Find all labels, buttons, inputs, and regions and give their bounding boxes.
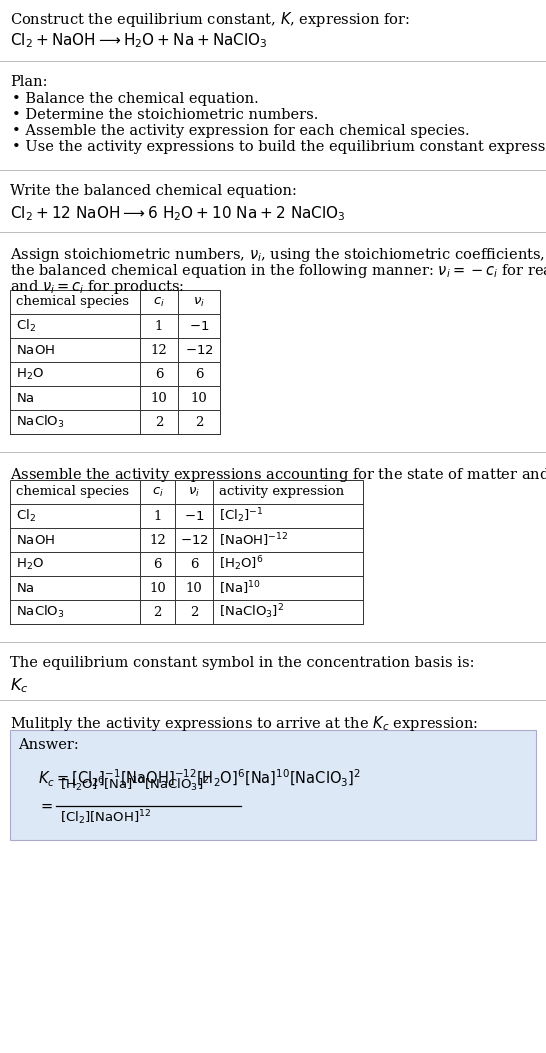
- Bar: [10, 290, 220, 434]
- Text: 10: 10: [191, 392, 207, 404]
- Text: $\nu_i$: $\nu_i$: [193, 296, 205, 309]
- Text: 1: 1: [153, 510, 162, 522]
- Text: 10: 10: [186, 581, 203, 595]
- Text: Mulitply the activity expressions to arrive at the $K_c$ expression:: Mulitply the activity expressions to arr…: [10, 714, 478, 733]
- Text: 2: 2: [195, 416, 203, 429]
- Text: • Use the activity expressions to build the equilibrium constant expression.: • Use the activity expressions to build …: [12, 140, 546, 154]
- Text: $[\mathrm{NaOH}]^{-12}$: $[\mathrm{NaOH}]^{-12}$: [219, 531, 288, 549]
- Text: $[\mathrm{H_2O}]^6 [\mathrm{Na}]^{10} [\mathrm{NaClO_3}]^2$: $[\mathrm{H_2O}]^6 [\mathrm{Na}]^{10} [\…: [60, 775, 209, 794]
- Text: $\mathrm{NaClO_3}$: $\mathrm{NaClO_3}$: [16, 604, 64, 620]
- Text: Assemble the activity expressions accounting for the state of matter and $\nu_i$: Assemble the activity expressions accoun…: [10, 466, 546, 484]
- Text: $\mathrm{Cl_2}$: $\mathrm{Cl_2}$: [16, 508, 36, 524]
- Text: 6: 6: [155, 367, 163, 380]
- Text: $-1$: $-1$: [184, 510, 204, 522]
- Text: 6: 6: [190, 557, 198, 571]
- Text: $\mathrm{NaOH}$: $\mathrm{NaOH}$: [16, 534, 55, 547]
- Text: chemical species: chemical species: [16, 485, 129, 498]
- FancyBboxPatch shape: [10, 730, 536, 840]
- Text: $c_i$: $c_i$: [152, 485, 163, 498]
- Text: $\mathrm{H_2O}$: $\mathrm{H_2O}$: [16, 556, 44, 572]
- Text: Plan:: Plan:: [10, 75, 48, 90]
- Text: $-12$: $-12$: [185, 343, 213, 357]
- Text: 10: 10: [151, 392, 168, 404]
- Text: $K_c = [\mathrm{Cl_2}]^{-1} [\mathrm{NaOH}]^{-12} [\mathrm{H_2O}]^6 [\mathrm{Na}: $K_c = [\mathrm{Cl_2}]^{-1} [\mathrm{NaO…: [38, 768, 361, 789]
- Text: Construct the equilibrium constant, $K$, expression for:: Construct the equilibrium constant, $K$,…: [10, 9, 410, 29]
- Text: $-12$: $-12$: [180, 534, 209, 547]
- Bar: [10, 480, 363, 624]
- Text: $\mathrm{H_2O}$: $\mathrm{H_2O}$: [16, 366, 44, 381]
- Text: 12: 12: [151, 343, 168, 357]
- Text: $[\mathrm{Cl_2}]^{-1}$: $[\mathrm{Cl_2}]^{-1}$: [219, 506, 264, 525]
- Text: • Balance the chemical equation.: • Balance the chemical equation.: [12, 92, 259, 106]
- Text: Assign stoichiometric numbers, $\nu_i$, using the stoichiometric coefficients, $: Assign stoichiometric numbers, $\nu_i$, …: [10, 246, 546, 264]
- Text: $[\mathrm{Na}]^{10}$: $[\mathrm{Na}]^{10}$: [219, 579, 260, 597]
- Text: and $\nu_i = c_i$ for products:: and $\nu_i = c_i$ for products:: [10, 278, 185, 296]
- Text: $K_c$: $K_c$: [10, 676, 28, 695]
- Text: 6: 6: [195, 367, 203, 380]
- Text: 2: 2: [155, 416, 163, 429]
- Text: 10: 10: [149, 581, 166, 595]
- Text: $\mathrm{Na}$: $\mathrm{Na}$: [16, 581, 35, 595]
- Text: $\nu_i$: $\nu_i$: [188, 485, 200, 498]
- Text: $\mathrm{Cl_2 + 12\ NaOH \longrightarrow 6\ H_2O + 10\ Na + 2\ NaClO_3}$: $\mathrm{Cl_2 + 12\ NaOH \longrightarrow…: [10, 204, 346, 222]
- Text: the balanced chemical equation in the following manner: $\nu_i = -c_i$ for react: the balanced chemical equation in the fo…: [10, 262, 546, 280]
- Text: $c_i$: $c_i$: [153, 296, 165, 309]
- Text: $\mathrm{NaOH}$: $\mathrm{NaOH}$: [16, 343, 55, 357]
- Text: $[\mathrm{H_2O}]^{6}$: $[\mathrm{H_2O}]^{6}$: [219, 555, 264, 573]
- Text: $[\mathrm{NaClO_3}]^{2}$: $[\mathrm{NaClO_3}]^{2}$: [219, 602, 284, 621]
- Text: activity expression: activity expression: [219, 485, 344, 498]
- Text: $=$: $=$: [38, 799, 54, 813]
- Text: 12: 12: [149, 534, 166, 547]
- Text: • Determine the stoichiometric numbers.: • Determine the stoichiometric numbers.: [12, 108, 318, 122]
- Text: 1: 1: [155, 319, 163, 333]
- Text: $\mathrm{Cl_2 + NaOH \longrightarrow H_2O + Na + NaClO_3}$: $\mathrm{Cl_2 + NaOH \longrightarrow H_2…: [10, 31, 268, 49]
- Text: chemical species: chemical species: [16, 296, 129, 309]
- Text: 2: 2: [153, 605, 162, 618]
- Text: 6: 6: [153, 557, 162, 571]
- Text: $\mathrm{Cl_2}$: $\mathrm{Cl_2}$: [16, 318, 36, 334]
- Text: Answer:: Answer:: [18, 738, 79, 752]
- Text: Write the balanced chemical equation:: Write the balanced chemical equation:: [10, 184, 297, 198]
- Text: The equilibrium constant symbol in the concentration basis is:: The equilibrium constant symbol in the c…: [10, 656, 474, 670]
- Text: • Assemble the activity expression for each chemical species.: • Assemble the activity expression for e…: [12, 124, 470, 138]
- Text: $\mathrm{Na}$: $\mathrm{Na}$: [16, 392, 35, 404]
- Text: $\mathrm{NaClO_3}$: $\mathrm{NaClO_3}$: [16, 414, 64, 430]
- Text: $-1$: $-1$: [189, 319, 209, 333]
- Text: $[\mathrm{Cl_2}] [\mathrm{NaOH}]^{12}$: $[\mathrm{Cl_2}] [\mathrm{NaOH}]^{12}$: [60, 808, 151, 827]
- Text: 2: 2: [190, 605, 198, 618]
